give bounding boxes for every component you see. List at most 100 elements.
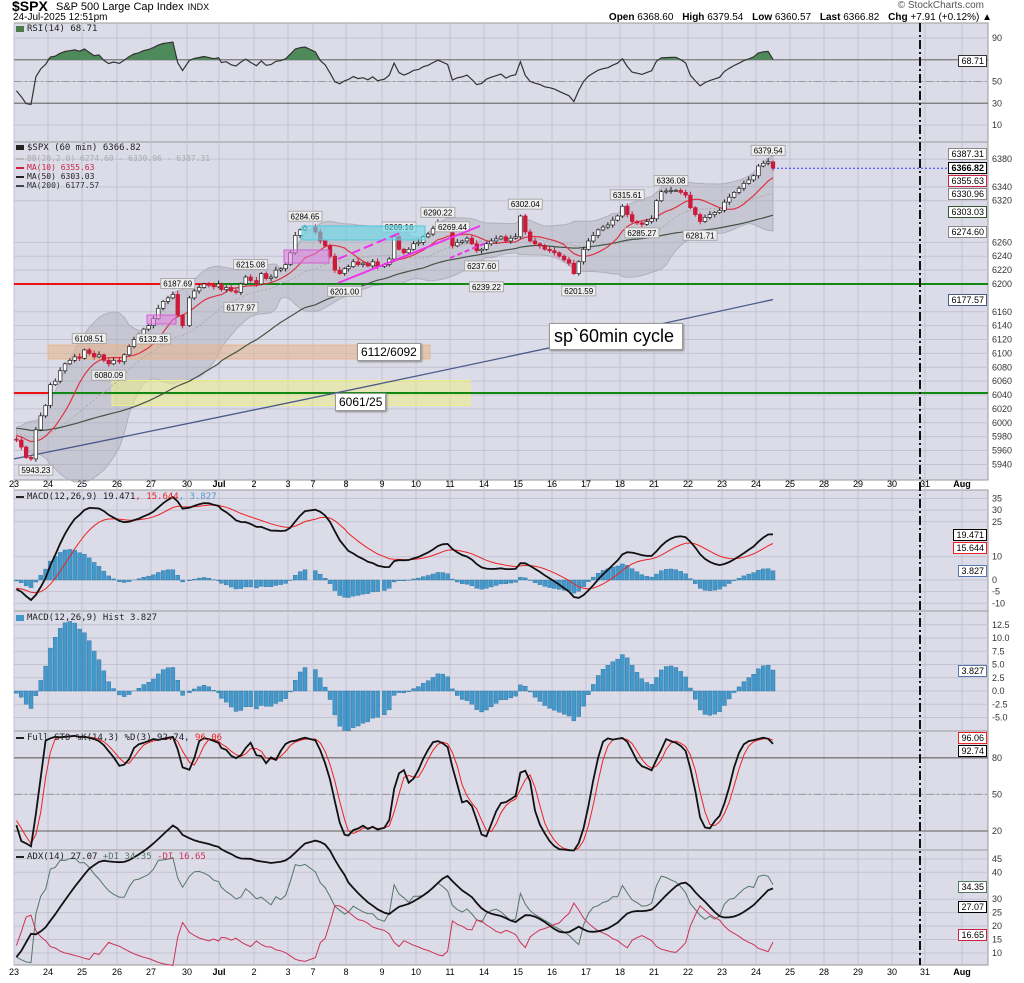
macd-histogram-bar — [702, 579, 708, 591]
candle — [197, 287, 202, 292]
rsi-value-tag: 68.71 — [958, 55, 987, 68]
price-tick-label: 5940 — [992, 459, 1012, 469]
price-annotation-box — [468, 281, 504, 293]
macd-histogram-bar — [106, 575, 111, 581]
histogram-bar — [126, 690, 132, 695]
x-axis-label: 7 — [310, 479, 315, 489]
x-axis-label: 9 — [379, 479, 384, 489]
adx-tick-label: 30 — [992, 894, 1002, 904]
histogram-bar — [375, 690, 380, 718]
macd-histogram-bar — [297, 571, 303, 581]
x-axis-label: 10 — [411, 479, 421, 489]
macd-histogram-bar — [156, 572, 161, 581]
x-axis-label: Jul — [212, 479, 225, 489]
candle — [224, 287, 229, 290]
x-axis-label: 23 — [9, 967, 19, 977]
candle — [117, 359, 122, 363]
candle — [576, 261, 581, 274]
macd-histogram-bar — [639, 574, 645, 581]
histogram-bar — [187, 690, 192, 693]
x-axis-label: 30 — [182, 479, 192, 489]
candle — [332, 255, 338, 271]
macd-histogram-bar — [746, 573, 751, 581]
sto-value-tag: 96.06 — [958, 732, 987, 745]
hist-value-tag: 3.827 — [958, 664, 987, 677]
macd-histogram-bar — [117, 579, 122, 582]
macd-histogram-bar — [591, 576, 596, 581]
price-tick-label: 6020 — [992, 404, 1012, 414]
macd-histogram-bar — [731, 579, 737, 581]
sto-legend: Full STO %K(14,3) %D(3) 92.74, 96.06 — [16, 734, 222, 743]
histogram-bar — [425, 680, 431, 692]
macd-histogram-bar — [668, 568, 674, 581]
symbol: $SPX — [12, 0, 48, 14]
macd-histogram-bar — [508, 579, 513, 584]
rsi-panel — [13, 22, 989, 143]
ma50-legend-text: MA(50) 6303.03 — [27, 172, 95, 181]
macd-histogram-bar — [382, 579, 387, 591]
histogram-bar — [421, 683, 426, 692]
histogram-bar — [542, 690, 547, 706]
price-value-tag: 6330.96 — [948, 188, 987, 201]
price-annotation: 6237.60 — [467, 262, 496, 271]
x-axis-label: 21 — [649, 479, 659, 489]
histogram-bar — [518, 684, 523, 692]
candle — [673, 189, 679, 192]
candle — [122, 354, 127, 363]
candle — [161, 301, 166, 309]
histogram-bar — [67, 621, 73, 692]
candle — [19, 439, 24, 448]
candle — [401, 248, 407, 254]
candle — [233, 290, 239, 293]
macd-tick-label: -10 — [992, 598, 1005, 608]
macd-histogram-bar — [342, 579, 347, 598]
price-tick-label: 6160 — [992, 307, 1012, 317]
candle — [111, 359, 116, 365]
macd-histogram-bar — [717, 579, 722, 590]
macd-histogram-bar — [741, 575, 747, 581]
candle — [106, 359, 111, 365]
hist-tick-label: 10.0 — [992, 633, 1010, 643]
histogram-bar — [459, 690, 465, 700]
macd-histogram-bar — [263, 579, 269, 587]
histogram-bar — [673, 667, 679, 692]
histogram-bar — [318, 677, 323, 692]
macd-histogram-bar — [765, 568, 771, 581]
histogram-bar — [406, 690, 411, 692]
macd-histogram-bar — [23, 579, 29, 587]
zone-label-6112[interactable]: 6112/6092 — [357, 343, 421, 361]
x-axis-label: 23 — [717, 967, 727, 977]
candle — [508, 237, 513, 242]
candle — [180, 314, 185, 326]
macd-histogram-bar — [318, 573, 323, 581]
price-annotation-box — [464, 260, 500, 272]
x-axis-label: 8 — [343, 967, 348, 977]
x-axis-label: 3 — [285, 967, 290, 977]
quote-bar: Open 6368.60 High 6379.54 Low 6360.57 La… — [603, 12, 992, 23]
histogram-bar — [28, 690, 34, 709]
macd-histogram-bar — [219, 579, 224, 584]
macd-histogram-bar — [513, 579, 518, 583]
macd-histogram-bar — [33, 579, 39, 583]
adx-line — [15, 824, 774, 958]
hist-tick-label: 0.0 — [992, 686, 1005, 696]
candle — [278, 268, 283, 271]
watermark[interactable]: © StockCharts.com — [897, 0, 984, 11]
histogram-bar — [756, 668, 761, 692]
macd-value-tag: 15.644 — [953, 541, 987, 554]
histogram-bar — [532, 690, 538, 698]
macd-histogram-bar — [727, 579, 732, 584]
candle — [33, 429, 39, 460]
histogram-bar — [654, 677, 659, 692]
histogram-bar — [508, 690, 513, 699]
sto-legend-d: 96.06 — [189, 733, 223, 743]
zone-label-6061[interactable]: 6061/25 — [335, 393, 387, 411]
macd-histogram-bar — [327, 579, 333, 584]
candle — [53, 380, 58, 385]
macd-histogram-bar — [493, 579, 499, 586]
histogram-bar — [117, 690, 122, 696]
cycle-note[interactable]: sp`60min cycle — [549, 323, 683, 350]
candle — [736, 187, 742, 193]
candle — [264, 273, 269, 279]
